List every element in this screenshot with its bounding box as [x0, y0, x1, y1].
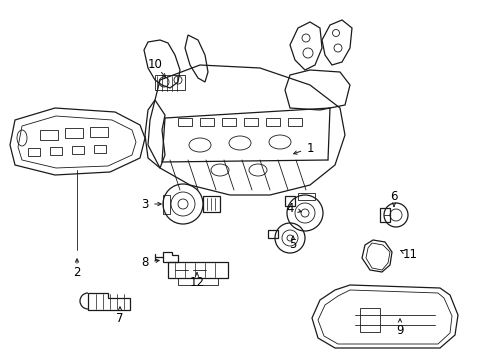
Text: 2: 2 — [73, 266, 81, 279]
Bar — [65, 128, 83, 138]
Bar — [265, 118, 280, 126]
Bar — [28, 148, 40, 156]
Bar — [287, 118, 302, 126]
Text: 6: 6 — [389, 189, 397, 202]
Bar — [40, 130, 58, 140]
Bar — [200, 118, 214, 126]
Bar — [222, 118, 236, 126]
Bar — [94, 145, 106, 153]
Bar — [72, 146, 84, 154]
Bar — [178, 118, 192, 126]
Text: 5: 5 — [289, 238, 296, 251]
Text: 11: 11 — [402, 248, 417, 261]
Text: 4: 4 — [285, 202, 293, 215]
Bar — [50, 147, 62, 155]
Text: 9: 9 — [395, 324, 403, 337]
Text: 10: 10 — [147, 58, 162, 72]
Text: 7: 7 — [116, 311, 123, 324]
Text: 1: 1 — [305, 141, 313, 154]
Text: 12: 12 — [189, 276, 204, 289]
Bar — [90, 127, 108, 137]
Text: 8: 8 — [141, 256, 148, 269]
Bar — [244, 118, 258, 126]
Text: 3: 3 — [141, 198, 148, 211]
